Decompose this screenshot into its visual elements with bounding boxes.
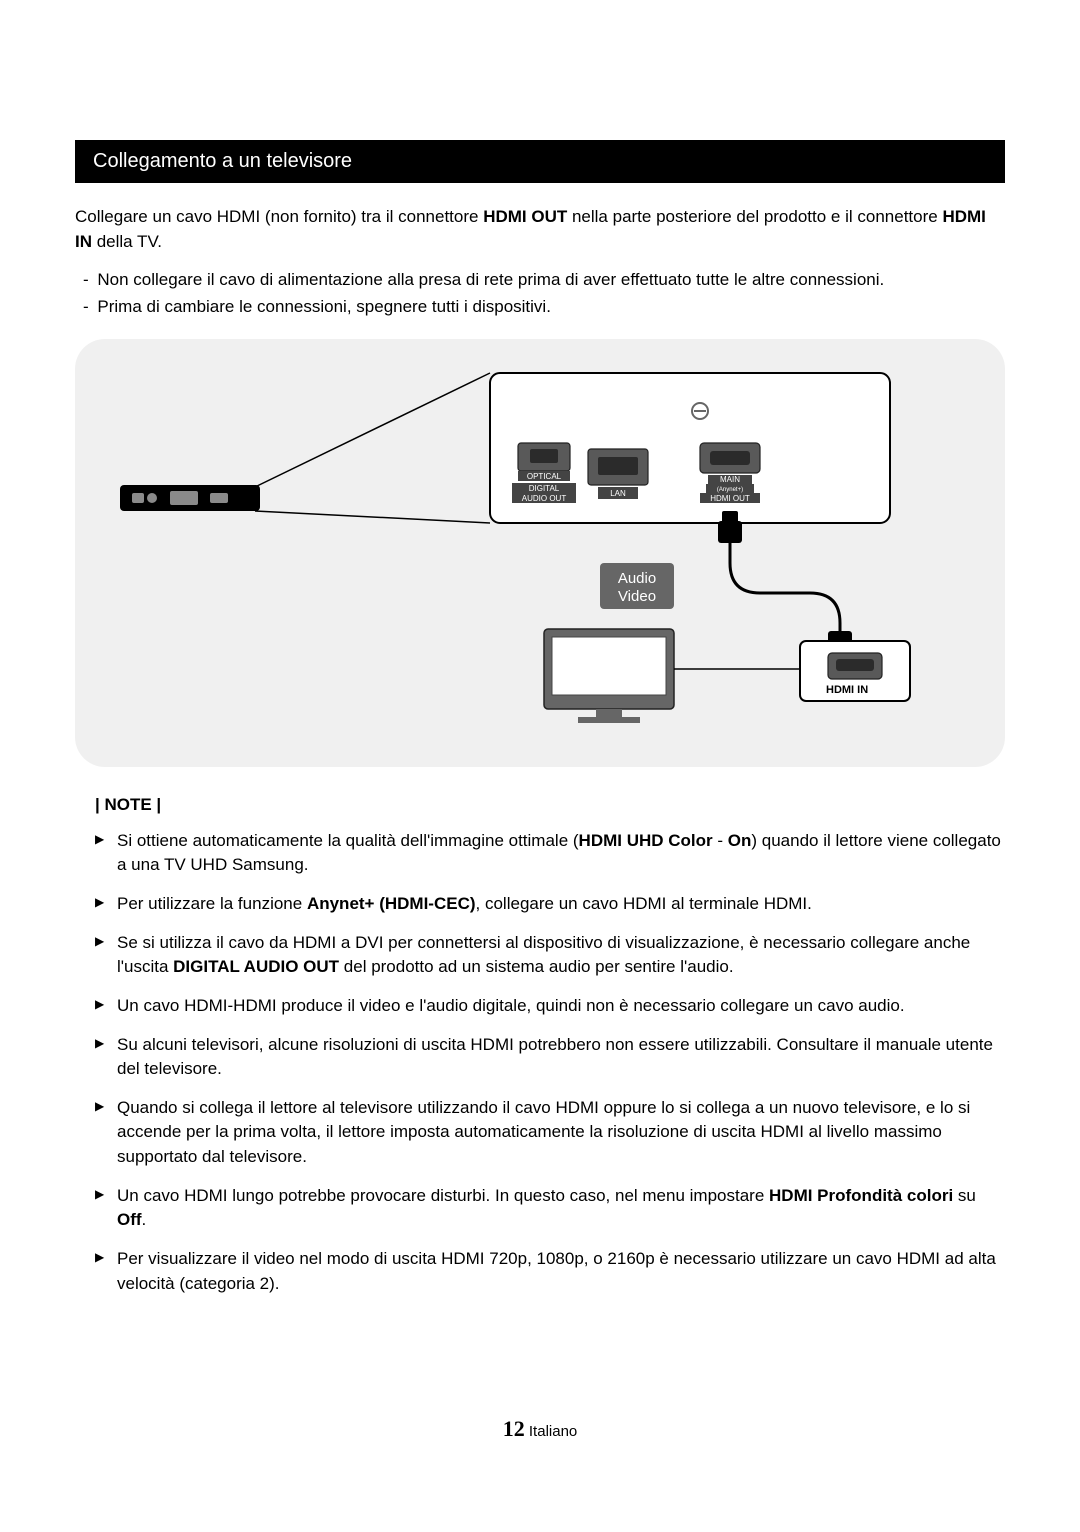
page-footer: 12 Italiano [75, 1416, 1005, 1442]
intro-bold-hdmi-out: HDMI OUT [483, 207, 567, 226]
note-text: Quando si collega il lettore al televiso… [117, 1098, 970, 1166]
note-text: Per visualizzare il video nel modo di us… [117, 1249, 996, 1293]
dash-item: Prima di cambiare le connessioni, spegne… [79, 293, 1005, 320]
note-bold: HDMI UHD Color [579, 831, 713, 850]
intro-paragraph: Collegare un cavo HDMI (non fornito) tra… [75, 205, 1005, 254]
dash-item: Non collegare il cavo di alimentazione a… [79, 266, 1005, 293]
note-text: del prodotto ad un sistema audio per sen… [339, 957, 734, 976]
note-label: | NOTE | [95, 795, 1005, 815]
note-bold: On [728, 831, 752, 850]
note-item: Se si utilizza il cavo da HDMI a DVI per… [95, 931, 1005, 980]
note-text: su [953, 1186, 976, 1205]
note-text: , collegare un cavo HDMI al terminale HD… [476, 894, 812, 913]
intro-text: nella parte posteriore del prodotto e il… [567, 207, 942, 226]
diagram-svg: OPTICAL DIGITAL AUDIO OUT LAN MAIN (Anyn… [100, 363, 980, 743]
note-text: Si ottiene automaticamente la qualità de… [117, 831, 579, 850]
tv-label: TV [599, 662, 620, 679]
intro-text: Collegare un cavo HDMI (non fornito) tra… [75, 207, 483, 226]
note-item: Quando si collega il lettore al televiso… [95, 1096, 1005, 1170]
note-text: Un cavo HDMI lungo potrebbe provocare di… [117, 1186, 769, 1205]
port-label-hdmi-out: HDMI OUT [710, 494, 750, 503]
port-label-optical: OPTICAL [527, 472, 562, 481]
note-bold: Off [117, 1210, 142, 1229]
note-item: Su alcuni televisori, alcune risoluzioni… [95, 1033, 1005, 1082]
hdmi-in-label: HDMI IN [826, 684, 868, 696]
note-item: Si ottiene automaticamente la qualità de… [95, 829, 1005, 878]
port-label-anynet: (Anynet+) [717, 487, 743, 493]
note-item: Per utilizzare la funzione Anynet+ (HDMI… [95, 892, 1005, 917]
note-bold: HDMI Profondità colori [769, 1186, 953, 1205]
note-bold: Anynet+ (HDMI-CEC) [307, 894, 476, 913]
note-text: - [713, 831, 728, 850]
notes-list: Si ottiene automaticamente la qualità de… [75, 829, 1005, 1297]
note-text: Un cavo HDMI-HDMI produce il video e l'a… [117, 996, 905, 1015]
port-label-main: MAIN [720, 475, 740, 484]
page-number: 12 [503, 1416, 525, 1441]
note-item: Per visualizzare il video nel modo di us… [95, 1247, 1005, 1296]
badge-audio: Audio [618, 570, 656, 587]
section-title: Collegamento a un televisore [93, 150, 352, 172]
port-label-audio-out: AUDIO OUT [522, 494, 567, 503]
note-bold: DIGITAL AUDIO OUT [173, 957, 339, 976]
port-label-digital: DIGITAL [529, 484, 560, 493]
note-text: Per utilizzare la funzione [117, 894, 307, 913]
port-label-lan: LAN [610, 489, 626, 498]
note-text: . [142, 1210, 147, 1229]
badge-video: Video [618, 588, 656, 605]
dash-list: Non collegare il cavo di alimentazione a… [75, 266, 1005, 320]
connection-diagram: OPTICAL DIGITAL AUDIO OUT LAN MAIN (Anyn… [75, 339, 1005, 767]
note-text: Su alcuni televisori, alcune risoluzioni… [117, 1035, 993, 1079]
footer-lang: Italiano [529, 1423, 577, 1440]
note-item: Un cavo HDMI lungo potrebbe provocare di… [95, 1184, 1005, 1233]
note-item: Un cavo HDMI-HDMI produce il video e l'a… [95, 994, 1005, 1019]
section-header: Collegamento a un televisore [75, 140, 1005, 183]
intro-text: della TV. [92, 232, 162, 251]
